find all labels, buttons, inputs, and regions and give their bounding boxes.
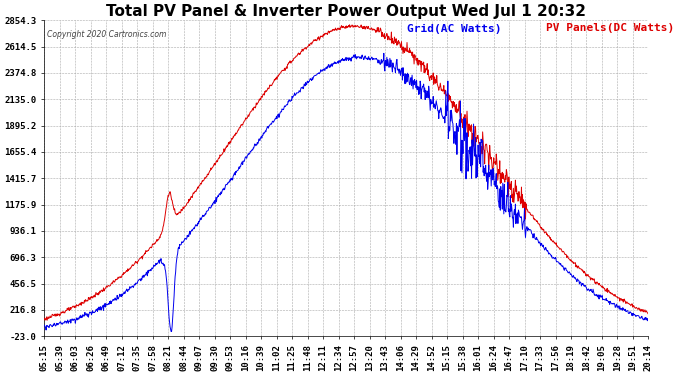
Text: Copyright 2020 Cartronics.com: Copyright 2020 Cartronics.com	[47, 30, 166, 39]
Text: Grid(AC Watts): Grid(AC Watts)	[406, 24, 515, 33]
Text: PV Panels(DC Watts): PV Panels(DC Watts)	[546, 24, 674, 33]
Title: Total PV Panel & Inverter Power Output Wed Jul 1 20:32: Total PV Panel & Inverter Power Output W…	[106, 4, 586, 19]
